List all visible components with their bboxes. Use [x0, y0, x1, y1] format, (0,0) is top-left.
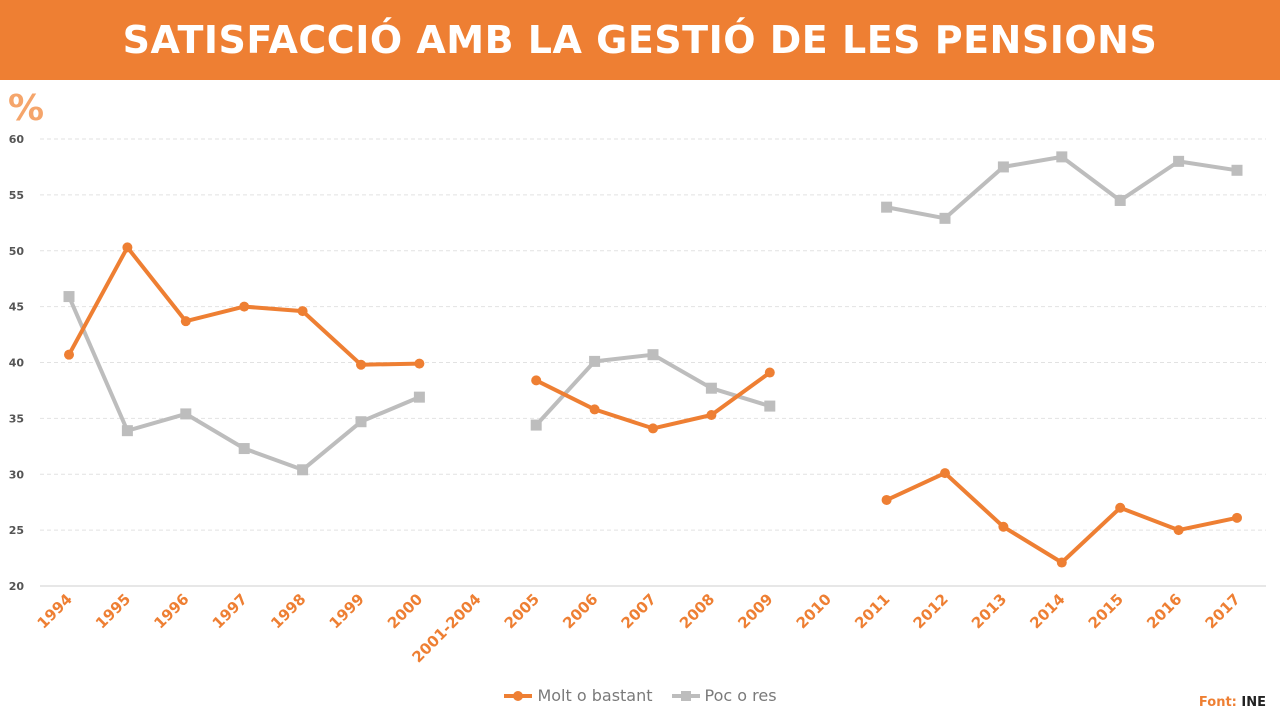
- y-tick-label: 30: [9, 468, 25, 481]
- data-point: [297, 306, 308, 317]
- x-tick-label: 2017: [1202, 590, 1244, 632]
- data-point: [939, 212, 951, 224]
- data-point: [705, 382, 717, 394]
- y-tick-label: 50: [9, 245, 25, 258]
- data-point: [356, 359, 366, 370]
- data-point: [881, 494, 892, 505]
- x-tick-label: 2011: [851, 590, 893, 632]
- data-point: [180, 316, 191, 327]
- data-point: [648, 423, 658, 434]
- source-value: INE: [1241, 695, 1266, 710]
- x-tick-label: 2015: [1085, 590, 1127, 632]
- legend-swatch-circle-icon: [504, 690, 533, 701]
- x-tick-label: 2013: [968, 590, 1010, 632]
- x-tick-label: 2010: [793, 590, 835, 632]
- x-tick-label: 2008: [676, 590, 718, 632]
- x-tick-label: 2009: [734, 590, 776, 632]
- y-tick-label: 20: [9, 580, 25, 593]
- data-point: [414, 358, 425, 369]
- data-point: [764, 367, 775, 378]
- data-point: [1114, 194, 1126, 206]
- source-note: Font: INE: [1199, 695, 1266, 710]
- data-point: [64, 349, 74, 360]
- x-tick-label: 2006: [559, 590, 601, 632]
- data-point: [881, 201, 893, 213]
- data-point: [647, 349, 659, 361]
- data-point: [1115, 502, 1126, 513]
- y-tick-label: 45: [9, 301, 24, 314]
- series-line: [884, 471, 1239, 565]
- legend-swatch-square-icon: [671, 690, 700, 701]
- data-point: [940, 468, 950, 479]
- legend: Molt o bastant Poc o res: [0, 686, 1280, 705]
- data-point: [121, 425, 133, 437]
- data-point: [589, 404, 600, 415]
- x-tick-label: 1995: [92, 590, 134, 632]
- x-tick-label: 1994: [34, 590, 76, 632]
- x-tick-label: 1997: [209, 590, 251, 632]
- data-point: [63, 291, 75, 303]
- data-point: [1056, 151, 1068, 163]
- data-point: [413, 391, 425, 403]
- x-tick-label: 2016: [1143, 590, 1185, 632]
- data-point: [297, 464, 309, 476]
- x-tick-label: 2012: [910, 590, 952, 632]
- x-tick-label: 1996: [150, 590, 192, 632]
- y-tick-label: 35: [9, 412, 24, 425]
- x-tick-label: 2005: [501, 590, 543, 632]
- data-point: [531, 375, 542, 386]
- data-point: [122, 242, 133, 253]
- data-point: [589, 355, 601, 367]
- data-point: [1232, 512, 1242, 523]
- data-point: [355, 416, 367, 428]
- legend-label: Poc o res: [704, 686, 777, 705]
- source-label: Font:: [1198, 695, 1237, 710]
- data-point: [706, 410, 717, 421]
- data-point: [998, 521, 1009, 532]
- data-point: [1173, 155, 1185, 167]
- x-tick-label: 1998: [267, 590, 309, 632]
- y-tick-label: 60: [9, 133, 25, 146]
- data-point: [180, 408, 192, 420]
- x-tick-label: 2014: [1026, 590, 1068, 632]
- data-point: [997, 161, 1009, 173]
- x-tick-label: 1999: [326, 590, 368, 632]
- legend-item-poc-o-res: Poc o res: [671, 686, 777, 705]
- series-line: [534, 370, 772, 431]
- data-point: [1173, 525, 1184, 536]
- series-line: [534, 352, 772, 428]
- y-tick-label: 55: [9, 189, 24, 202]
- y-tick-label: 40: [9, 357, 25, 370]
- x-tick-label: 2000: [384, 590, 426, 632]
- y-tick-label: 25: [9, 524, 24, 537]
- x-tick-label: 2007: [618, 590, 660, 632]
- legend-item-molt-o-bastant: Molt o bastant: [503, 686, 653, 705]
- data-point: [239, 301, 250, 312]
- data-point: [1231, 164, 1243, 176]
- series-line: [884, 154, 1239, 221]
- legend-label: Molt o bastant: [537, 686, 653, 705]
- chart-title: SATISFACCIÓ AMB LA GESTIÓ DE LES PENSION…: [122, 18, 1158, 62]
- y-unit-label: %: [8, 88, 45, 129]
- data-point: [238, 443, 250, 455]
- title-bar: SATISFACCIÓ AMB LA GESTIÓ DE LES PENSION…: [0, 0, 1280, 80]
- data-point: [530, 419, 542, 431]
- data-point: [1056, 557, 1067, 568]
- data-point: [764, 400, 776, 412]
